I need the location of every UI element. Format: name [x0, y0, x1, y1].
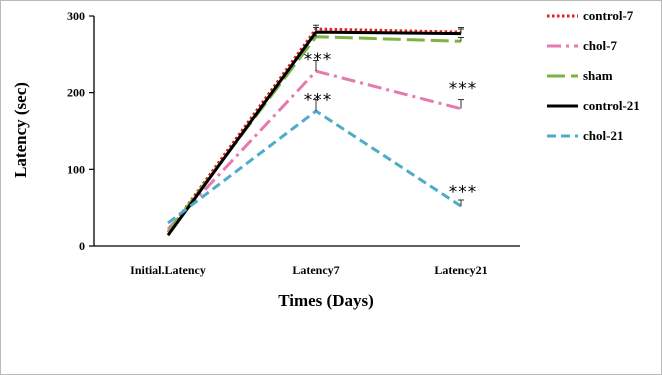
- legend-label-chol-21: chol-21: [583, 128, 623, 143]
- significance-marker: ***: [449, 79, 478, 99]
- legend: control-7 chol-7 sham control-21 chol-21: [547, 8, 640, 143]
- significance-marker: ***: [304, 50, 333, 70]
- legend-label-sham: sham: [583, 68, 613, 83]
- series-lines: [166, 24, 464, 237]
- y-tick-label: 200: [67, 86, 85, 100]
- legend-label-control-7: control-7: [583, 8, 634, 23]
- y-tick-label: 300: [67, 9, 85, 23]
- significance-marker: ***: [304, 91, 333, 111]
- axes: 0 100 200 300 Initial.Latency Latency7 Latency…: [67, 9, 520, 277]
- series-chol-7: [166, 59, 464, 231]
- y-axis-title: Latency (sec): [11, 82, 30, 178]
- significance-marker: ***: [449, 183, 478, 203]
- series-control-21: [166, 27, 464, 237]
- x-tick-label: Latency7: [292, 263, 339, 277]
- x-tick-label: Initial.Latency: [130, 263, 206, 277]
- x-axis-title: Times (Days): [278, 291, 374, 310]
- x-tick-label: Latency21: [434, 263, 487, 277]
- series-line-chol-21: [167, 109, 462, 225]
- y-tick-label: 0: [79, 239, 85, 253]
- series-chol-21: [167, 99, 464, 225]
- legend-label-control-21: control-21: [583, 98, 640, 113]
- legend-label-chol-7: chol-7: [583, 38, 617, 53]
- y-tick-label: 100: [67, 162, 85, 176]
- significance-annotations: *** *** *** ***: [304, 50, 478, 203]
